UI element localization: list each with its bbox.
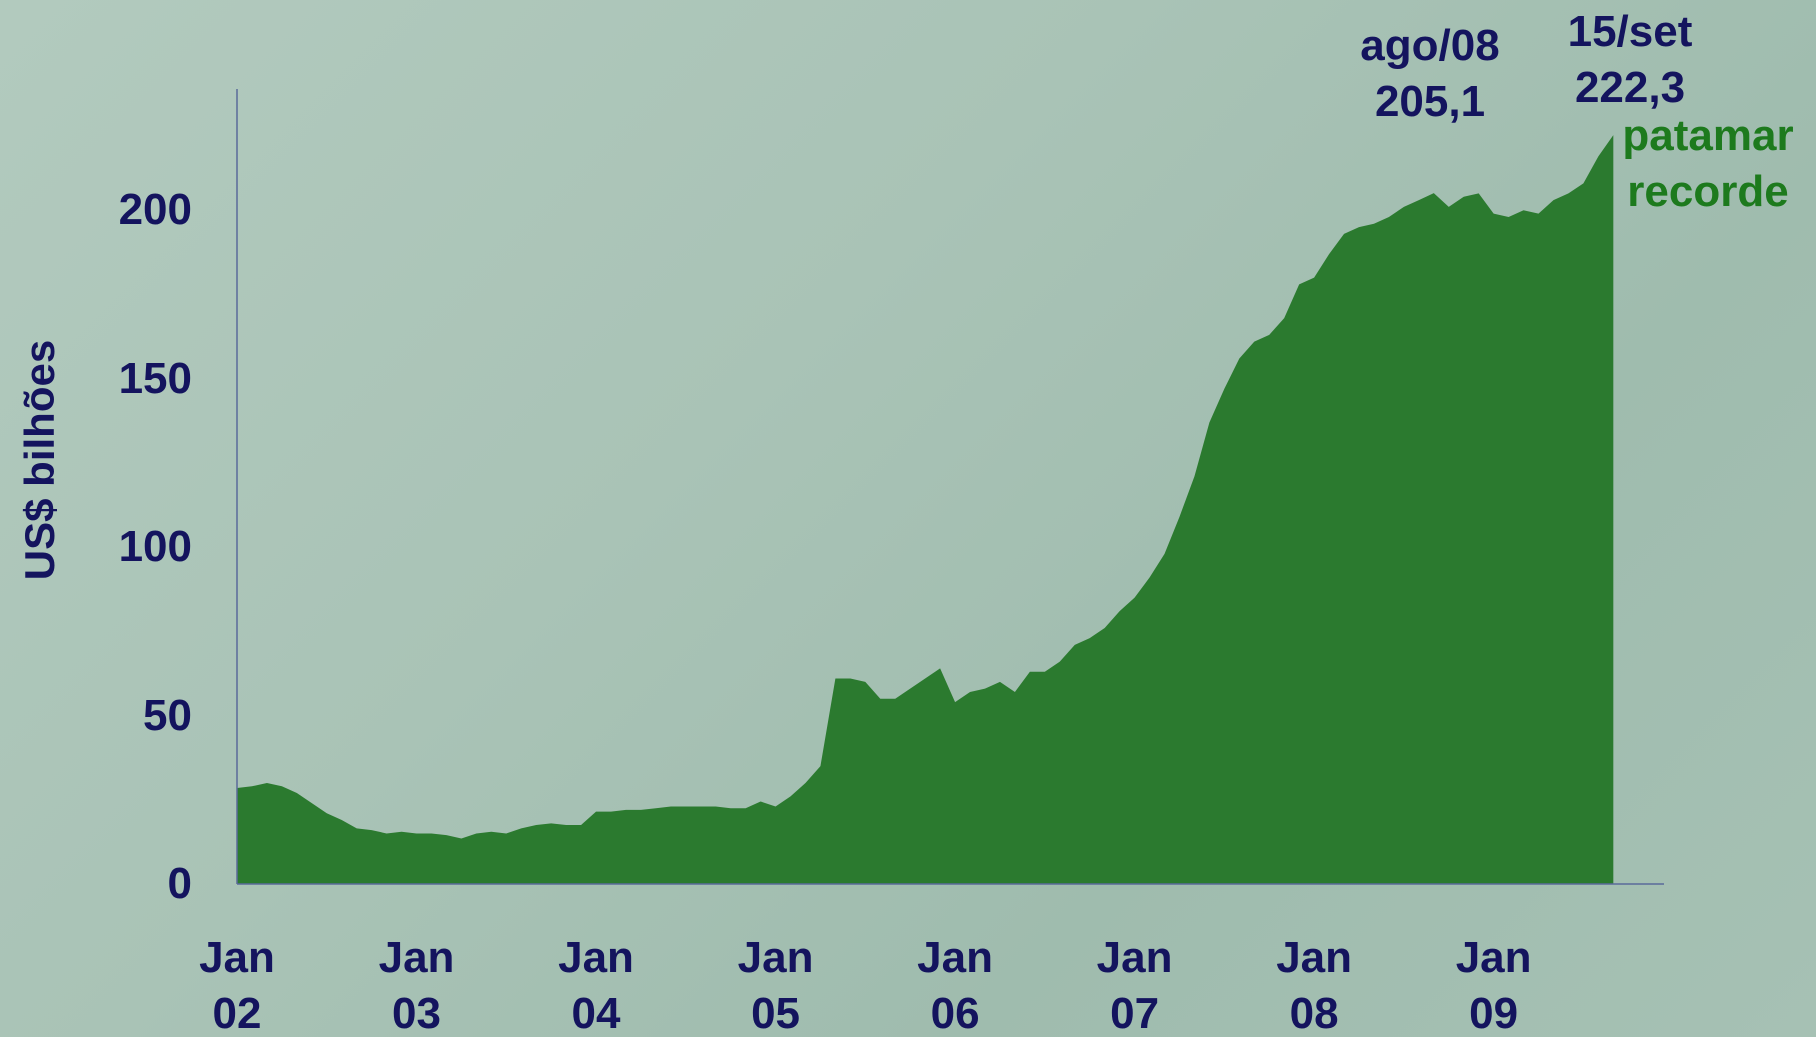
x-tick-label: Jan 07 <box>1055 930 1215 1037</box>
plot-area <box>0 0 1816 1037</box>
x-tick-label: Jan 03 <box>337 930 497 1037</box>
x-tick-label: Jan 04 <box>516 930 676 1037</box>
y-tick-label: 50 <box>72 691 192 741</box>
x-tick-label: Jan 06 <box>875 930 1035 1037</box>
annotation: patamar recorde <box>1600 108 1816 220</box>
y-tick-label: 200 <box>72 185 192 235</box>
area <box>237 135 1613 884</box>
y-axis-label: US$ bilhões <box>15 310 65 610</box>
chart: US$ bilhões 050100150200Jan 02Jan 03Jan … <box>0 0 1816 1037</box>
annotation: 15/set 222,3 <box>1530 4 1730 116</box>
x-tick-label: Jan 02 <box>157 930 317 1037</box>
annotation: ago/08 205,1 <box>1330 18 1530 130</box>
x-tick-label: Jan 08 <box>1234 930 1394 1037</box>
y-tick-label: 0 <box>72 859 192 909</box>
y-tick-label: 150 <box>72 354 192 404</box>
x-tick-label: Jan 09 <box>1414 930 1574 1037</box>
x-tick-label: Jan 05 <box>696 930 856 1037</box>
y-tick-label: 100 <box>72 522 192 572</box>
